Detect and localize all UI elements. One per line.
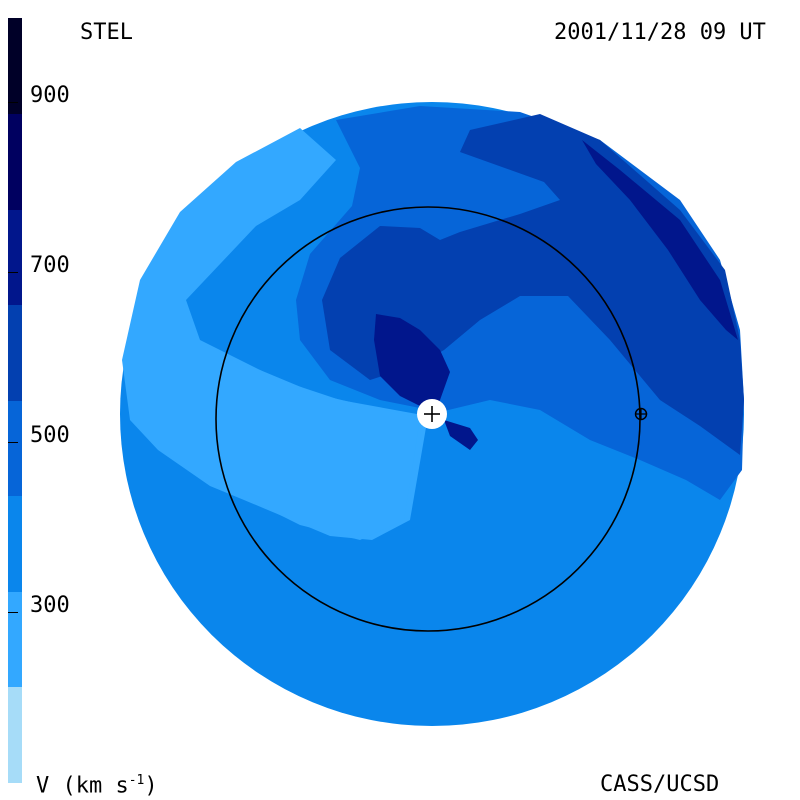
colorbar-tick-label: 500 (30, 423, 70, 448)
region-core-stream (374, 314, 450, 412)
colorbar-tick (8, 442, 18, 443)
colorbar-band (8, 591, 22, 687)
velocity-colorbar (8, 18, 22, 783)
unit-close: ) (144, 773, 158, 799)
colorbar-band (8, 400, 22, 496)
colorbar-band (8, 495, 22, 592)
earth-orbit-icon (634, 407, 648, 421)
colorbar-tick (8, 612, 18, 613)
unit-text: V (km s (36, 773, 129, 799)
colorbar-tick-label: 300 (30, 593, 70, 618)
colorbar-tick-label: 700 (30, 253, 70, 278)
colorbar-band (8, 304, 22, 401)
colorbar-tick (8, 272, 18, 273)
sun-plus-icon (417, 399, 447, 429)
colorbar-band (8, 113, 22, 210)
colorbar-band (8, 209, 22, 305)
source-label: STEL (80, 20, 133, 45)
region-very-high-speed (582, 140, 738, 340)
credit-label: CASS/UCSD (600, 772, 720, 797)
region-core-spot (444, 420, 478, 450)
region-low-speed-inner (216, 360, 420, 540)
colorbar-band (8, 18, 22, 114)
unit-label: V (km s-1) (36, 774, 158, 797)
unit-exponent: -1 (128, 773, 145, 788)
colorbar-band (8, 686, 22, 783)
colorbar-tick-label: 900 (30, 83, 70, 108)
datetime-label: 2001/11/28 09 UT (554, 20, 766, 45)
colorbar-tick (8, 102, 18, 103)
